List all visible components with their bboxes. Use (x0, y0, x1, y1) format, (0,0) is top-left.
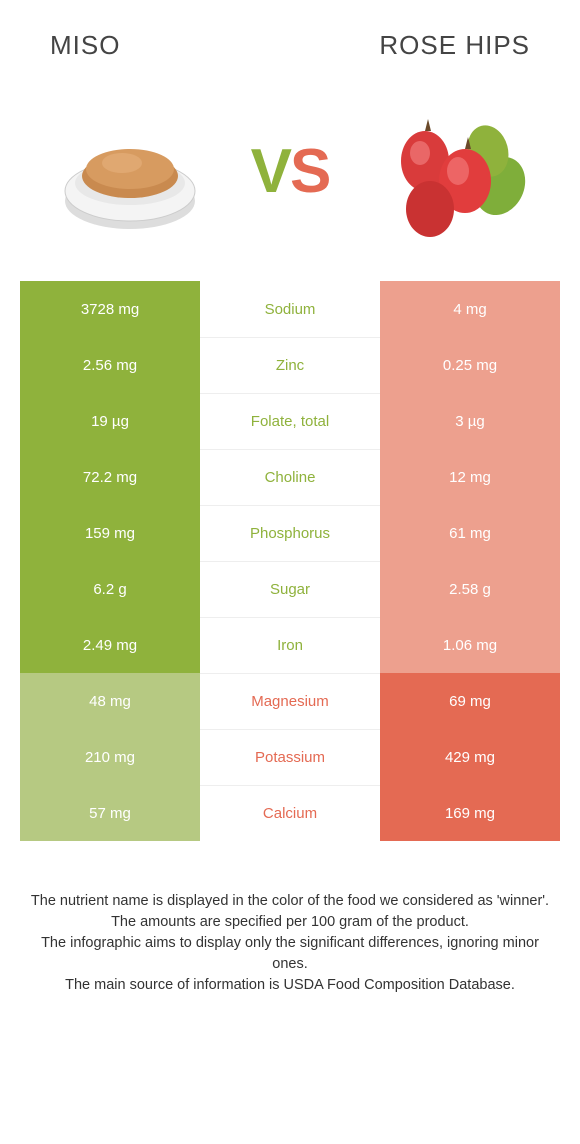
right-value: 3 µg (380, 393, 560, 449)
right-value: 61 mg (380, 505, 560, 561)
nutrient-label: Potassium (200, 729, 380, 785)
left-food-title: Miso (50, 30, 290, 61)
footnotes: The nutrient name is displayed in the co… (0, 841, 580, 996)
nutrient-label: Zinc (200, 337, 380, 393)
nutrient-label: Choline (200, 449, 380, 505)
table-row: 19 µgFolate, total3 µg (20, 393, 560, 449)
footnote-line: The nutrient name is displayed in the co… (30, 891, 550, 912)
footnote-line: The infographic aims to display only the… (30, 933, 550, 975)
nutrient-label: Folate, total (200, 393, 380, 449)
table-row: 6.2 gSugar2.58 g (20, 561, 560, 617)
right-food-title: Rose Hips (290, 30, 530, 61)
nutrient-label: Sugar (200, 561, 380, 617)
left-value: 2.56 mg (20, 337, 200, 393)
vs-v: V (251, 137, 290, 206)
table-row: 2.49 mgIron1.06 mg (20, 617, 560, 673)
table-row: 3728 mgSodium4 mg (20, 281, 560, 337)
nutrient-label: Magnesium (200, 673, 380, 729)
hero-row: VS (0, 71, 580, 281)
left-value: 210 mg (20, 729, 200, 785)
footnote-line: The main source of information is USDA F… (30, 975, 550, 996)
rose-hips-image (370, 91, 530, 251)
left-value: 2.49 mg (20, 617, 200, 673)
right-value: 4 mg (380, 281, 560, 337)
nutrient-label: Sodium (200, 281, 380, 337)
table-row: 57 mgCalcium169 mg (20, 785, 560, 841)
right-value: 1.06 mg (380, 617, 560, 673)
nutrient-label: Calcium (200, 785, 380, 841)
vs-label: VS (251, 136, 330, 207)
left-value: 72.2 mg (20, 449, 200, 505)
right-value: 169 mg (380, 785, 560, 841)
left-value: 19 µg (20, 393, 200, 449)
left-value: 159 mg (20, 505, 200, 561)
table-row: 210 mgPotassium429 mg (20, 729, 560, 785)
right-value: 0.25 mg (380, 337, 560, 393)
left-value: 48 mg (20, 673, 200, 729)
footnote-line: The amounts are specified per 100 gram o… (30, 912, 550, 933)
nutrient-label: Iron (200, 617, 380, 673)
vs-s: S (290, 137, 329, 206)
table-row: 159 mgPhosphorus61 mg (20, 505, 560, 561)
table-row: 2.56 mgZinc0.25 mg (20, 337, 560, 393)
right-value: 2.58 g (380, 561, 560, 617)
right-value: 429 mg (380, 729, 560, 785)
nutrient-table: 3728 mgSodium4 mg2.56 mgZinc0.25 mg19 µg… (20, 281, 560, 841)
table-row: 72.2 mgCholine12 mg (20, 449, 560, 505)
miso-image (50, 91, 210, 251)
right-value: 12 mg (380, 449, 560, 505)
left-value: 57 mg (20, 785, 200, 841)
left-value: 6.2 g (20, 561, 200, 617)
left-value: 3728 mg (20, 281, 200, 337)
right-value: 69 mg (380, 673, 560, 729)
table-row: 48 mgMagnesium69 mg (20, 673, 560, 729)
titles-bar: Miso Rose Hips (0, 0, 580, 71)
nutrient-label: Phosphorus (200, 505, 380, 561)
